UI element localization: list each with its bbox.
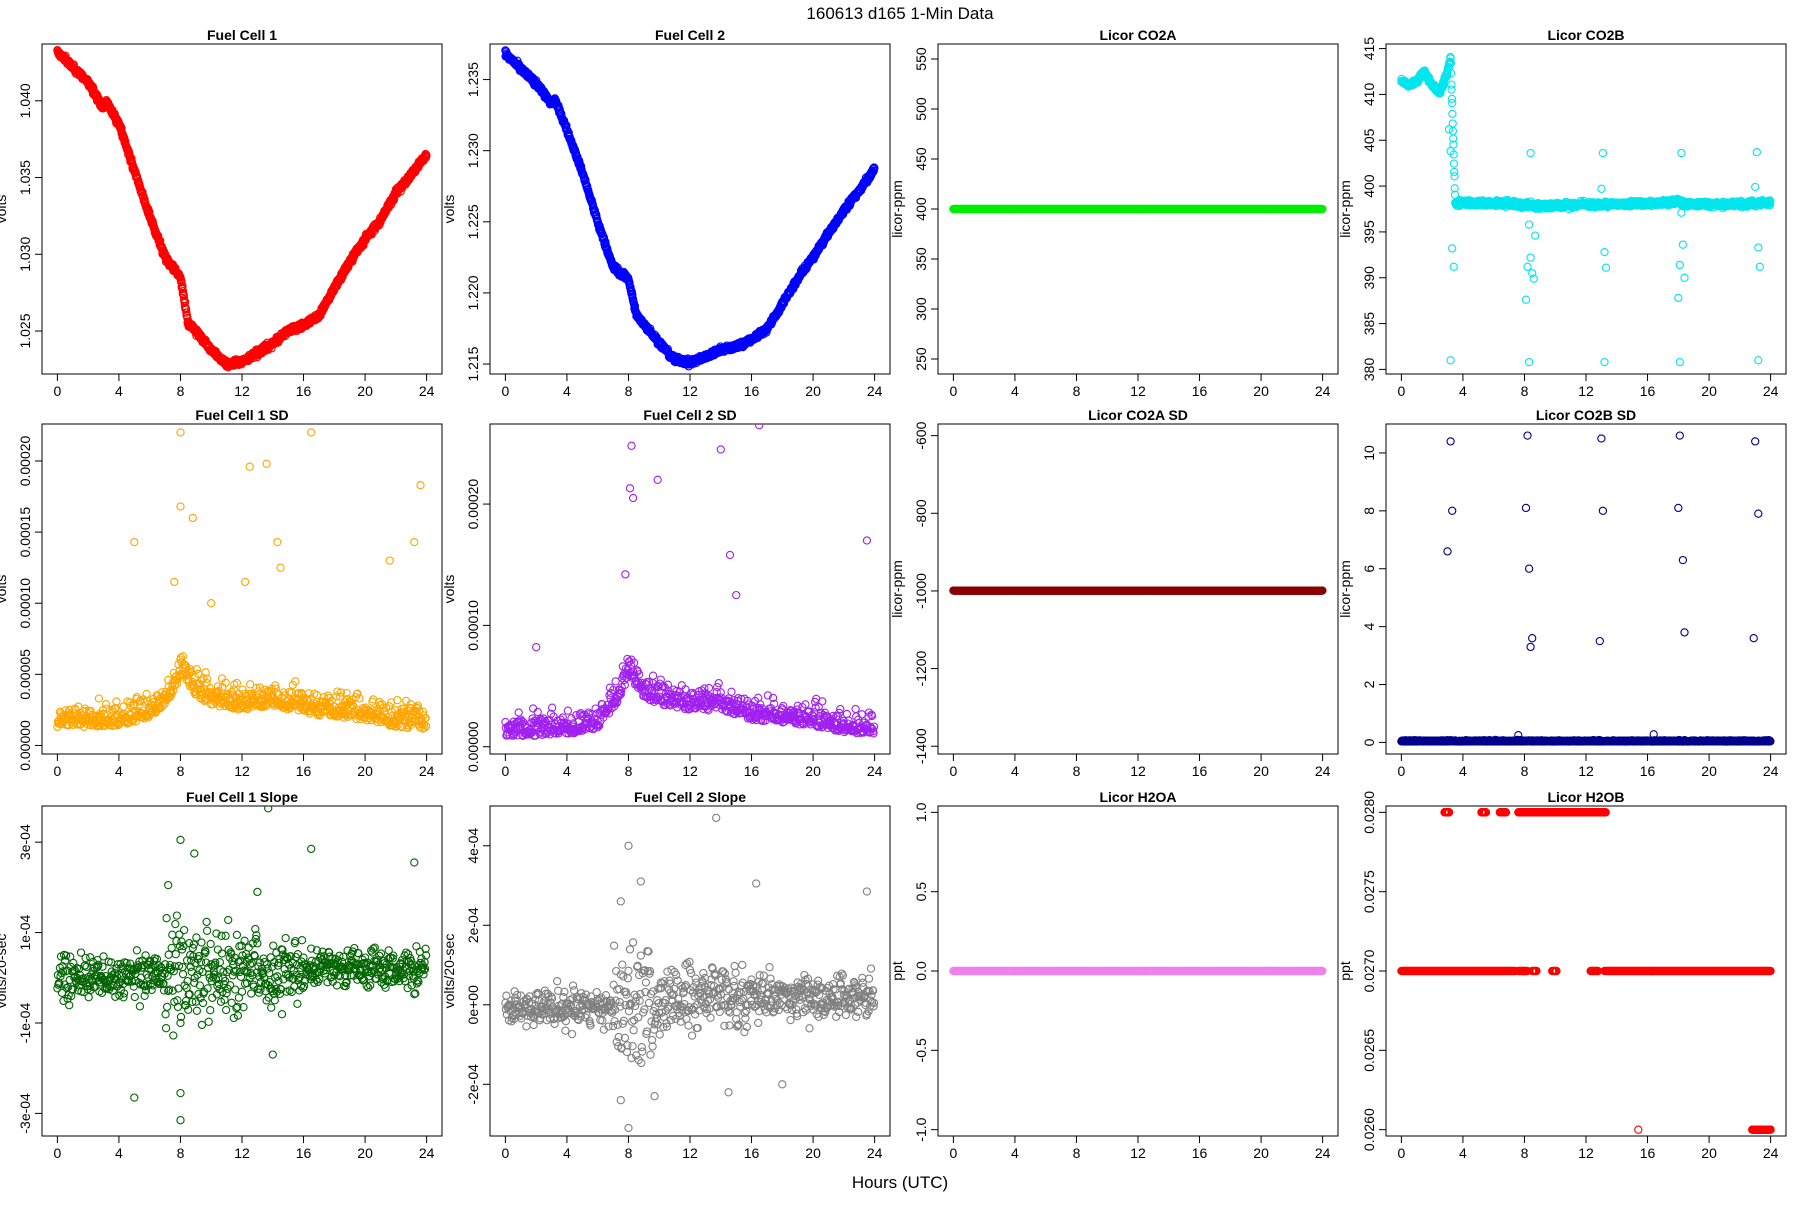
x-tick-label: 24 [867,383,883,399]
x-tick-label: 0 [1397,383,1405,399]
x-tick-label: 4 [1459,383,1467,399]
x-tick-label: 8 [625,383,633,399]
y-tick-label: 415 [1361,37,1377,61]
y-tick-label: 380 [1361,358,1377,382]
y-tick-label: 400 [1361,174,1377,198]
y-tick-label: 1.035 [17,160,33,195]
y-axis-label: volts [0,195,9,224]
y-tick-label: 1.025 [17,313,33,348]
x-tick-label: 4 [1011,383,1019,399]
data-point [1448,86,1455,93]
x-tick-label: 16 [744,383,760,399]
x-tick-label: 20 [1701,383,1717,399]
chart-title: Licor CO2B [1547,27,1624,43]
x-tick-label: 0 [53,383,61,399]
chart-panel: Fuel Cell 2 volts 0 4 8 12 16 20 24 1.215 1.220 1.2… [441,27,890,399]
y-tick-label: 395 [1361,220,1377,244]
chart-panel: Licor CO2B licor-ppm 0 4 8 12 16 20 24 380 385 390 3… [1337,27,1786,399]
x-tick-label: 12 [1130,383,1146,399]
data-points [950,205,1326,212]
y-tick-label: 1.225 [465,204,481,239]
y-tick-label: 1.040 [17,83,33,118]
y-tick-label: 300 [913,297,929,321]
chart-title: Licor CO2A [1099,27,1176,43]
y-tick-label: 410 [1361,83,1377,107]
y-tick-label: 450 [913,147,929,171]
x-tick-label: 24 [419,383,435,399]
y-tick-label: 1.235 [465,62,481,97]
y-tick-label: 405 [1361,128,1377,152]
y-tick-label: 1.220 [465,275,481,310]
y-tick-label: 1.030 [17,237,33,272]
x-tick-label: 12 [234,383,250,399]
y-tick-label: 1.230 [465,133,481,168]
chart-panels: Fuel Cell 1 volts 0 4 8 12 16 20 24 1.025 1.030 1.0… [0,27,1786,1161]
x-tick-label: 20 [805,383,821,399]
x-tick-label: 24 [1315,383,1331,399]
y-axis-label: volts [441,195,457,224]
y-tick-label: 385 [1361,312,1377,336]
x-tick-label: 4 [115,383,123,399]
y-axis-label: licor-ppm [889,180,905,238]
y-tick-label: 1.215 [465,346,481,381]
x-tick-label: 12 [682,383,698,399]
data-point [1451,173,1458,180]
data-point [1449,100,1456,107]
data-points [54,47,430,371]
y-tick-label: 390 [1361,266,1377,290]
y-tick-label: 500 [913,97,929,121]
y-tick-label: 350 [913,247,929,271]
data-points [1398,53,1774,365]
x-tick-label: 16 [296,383,312,399]
x-tick-label: 0 [949,383,957,399]
figure-x-axis-label: Hours (UTC) [852,1173,948,1192]
x-tick-label: 12 [1578,383,1594,399]
y-tick-label: 250 [913,347,929,371]
data-point [1450,160,1457,167]
y-tick-label: 400 [913,197,929,221]
chart-title: Fuel Cell 2 [655,27,725,43]
chart-title: Fuel Cell 1 [207,27,277,43]
figure-title: 160613 d165 1-Min Data [806,4,994,23]
y-tick-label: 550 [913,47,929,71]
x-tick-label: 8 [1073,383,1081,399]
chart-panel: Licor CO2A licor-ppm 0 4 8 12 16 20 24 250 300 350 4… [889,27,1338,399]
x-tick-label: 24 [1763,383,1779,399]
data-point [1449,110,1456,117]
x-tick-label: 16 [1192,383,1208,399]
x-tick-label: 16 [1640,383,1656,399]
chart-panel: Fuel Cell 1 volts 0 4 8 12 16 20 24 1.025 1.030 1.0… [0,27,442,399]
y-axis-label: licor-ppm [1337,180,1353,238]
x-tick-label: 8 [1521,383,1529,399]
x-tick-label: 8 [177,383,185,399]
x-tick-label: 20 [1253,383,1269,399]
data-points [502,47,878,370]
x-tick-label: 4 [563,383,571,399]
x-tick-label: 0 [501,383,509,399]
x-tick-label: 20 [357,383,373,399]
